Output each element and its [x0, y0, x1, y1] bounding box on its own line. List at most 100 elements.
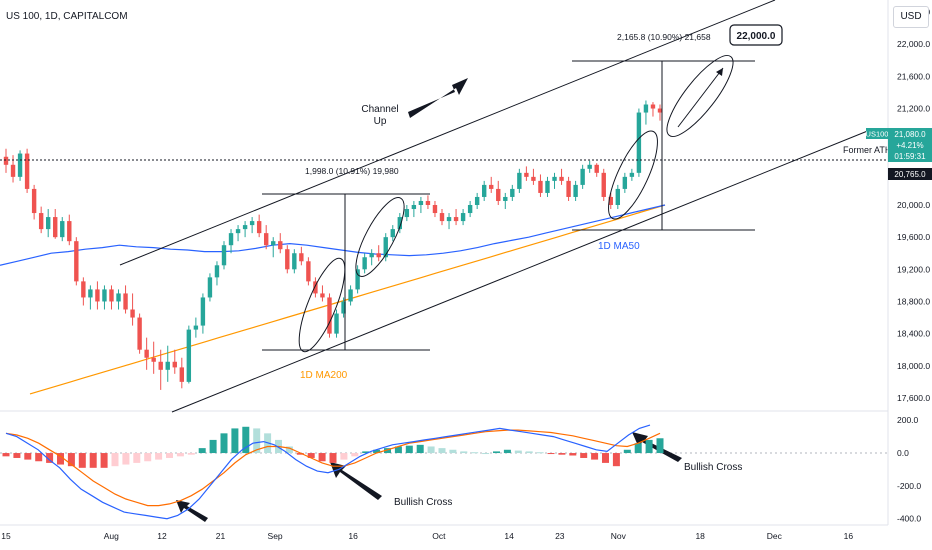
candle-body [369, 253, 374, 258]
macd-signal-line [5, 429, 661, 507]
target-box [729, 24, 783, 46]
macd-pane [2, 424, 664, 520]
macd-histogram-bar [482, 453, 490, 455]
time-tick-label: 12 [157, 531, 167, 541]
macd-histogram-bar [187, 453, 195, 455]
candle-body [601, 172, 606, 197]
channel-lower-line [171, 129, 871, 413]
candle-body [594, 164, 599, 173]
ath-price-tag [888, 168, 932, 180]
candle-body [362, 257, 367, 270]
macd-tick-label: 200.0 [897, 415, 919, 425]
candle-body [629, 172, 635, 177]
macd-histogram-bar [634, 443, 642, 454]
time-tick-label: 14 [504, 531, 514, 541]
channel-upper-line [119, 0, 776, 266]
time-tick-label: Nov [611, 531, 627, 541]
candle-body [67, 221, 72, 242]
candle-body [60, 221, 65, 238]
macd-histogram-bar [558, 453, 566, 455]
candle-body [397, 217, 403, 230]
candle-body [221, 245, 227, 266]
time-tick-label: Sep [268, 531, 283, 541]
macd-histogram-bar [2, 453, 10, 457]
candle-body [481, 184, 487, 197]
candle-body [263, 233, 269, 246]
measure2-label: 2,165.8 (10.90%) 21,658 [617, 32, 711, 42]
candle-body [10, 164, 16, 177]
candle-body [214, 265, 220, 278]
ath-price-text: 20,765.0 [894, 170, 926, 179]
axis-background [888, 0, 932, 550]
candle-body [460, 213, 466, 222]
candle-body [636, 112, 642, 173]
candle-body [608, 196, 613, 205]
currency-button[interactable]: USD [893, 6, 929, 28]
candle-body [200, 297, 206, 326]
macd-histogram-bar [449, 449, 457, 454]
macd-histogram-bar [416, 444, 424, 454]
macd-histogram-bar [166, 453, 173, 458]
candle-body [179, 367, 185, 382]
candle-body [348, 289, 353, 302]
candle-body [446, 217, 452, 222]
candle-body [256, 221, 262, 234]
candle-body [432, 205, 438, 214]
candle-body [355, 269, 360, 290]
candle-body [531, 176, 536, 181]
candle-body [643, 104, 649, 113]
price-tick-label: 19,200.0 [897, 264, 930, 274]
candle-body [45, 217, 51, 230]
measure1-label: 1,998.0 (10.91%) 19,980 [305, 166, 399, 176]
candle-body [622, 176, 628, 189]
macd-histogram-bar [176, 453, 184, 457]
candle-body [545, 180, 550, 193]
candle-body [552, 176, 557, 181]
ellipse-4 [666, 55, 734, 137]
candle-body [116, 293, 121, 302]
ellipse-2 [355, 197, 405, 277]
ma50-series [0, 204, 666, 266]
bullish-cross-arrow-1 [330, 462, 382, 500]
candle-body [615, 188, 621, 205]
macd-histogram-bar [438, 448, 446, 454]
candle-body [102, 289, 107, 302]
candle-body [467, 205, 473, 214]
time-tick-label: 16 [348, 531, 358, 541]
bullish-cross-arrow-3 [176, 500, 208, 522]
macd-histogram-bar [351, 453, 359, 457]
candle-body [376, 253, 381, 258]
candle-body [31, 188, 37, 214]
candle-body [3, 156, 9, 165]
macd-histogram-bar [340, 453, 348, 460]
candle-body [566, 180, 571, 197]
macd-histogram-bar [394, 446, 402, 454]
candle-body [650, 104, 656, 109]
price-tick-label: 21,200.0 [897, 104, 930, 114]
candle-body [559, 176, 564, 181]
time-tick-label: 18 [695, 531, 705, 541]
macd-histogram-bar [612, 453, 620, 467]
candle-body [158, 361, 163, 370]
macd-histogram-bar [111, 453, 119, 467]
last-change-text: +4.21% [896, 141, 923, 150]
candle-body [404, 209, 410, 218]
macd-tick-label: -200.0 [897, 481, 921, 491]
candle-body [383, 237, 388, 258]
candle-body [411, 205, 417, 210]
price-tick-label: 19,600.0 [897, 232, 930, 242]
macd-histogram-bar [373, 449, 381, 454]
candle-body [657, 108, 663, 113]
candle-body [327, 297, 332, 334]
macd-histogram-bar [623, 449, 631, 454]
macd-histogram-bar [220, 433, 228, 454]
price-tick-label: 18,400.0 [897, 329, 930, 339]
macd-histogram-bar [78, 453, 86, 468]
macd-histogram-bar [547, 453, 555, 455]
macd-histogram-bar [602, 453, 609, 463]
price-tick-label: 17,600.0 [897, 393, 930, 403]
candle-body [165, 361, 170, 370]
candle-body [313, 281, 318, 294]
candle-body [580, 168, 585, 185]
